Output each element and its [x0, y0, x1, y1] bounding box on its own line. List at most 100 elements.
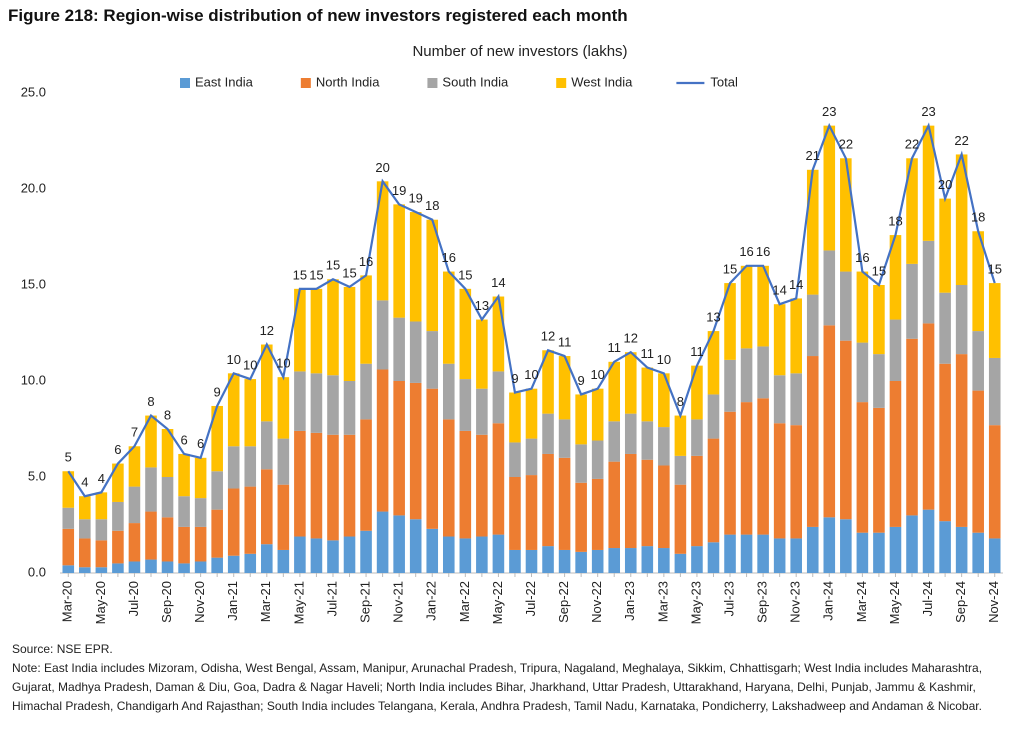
- bar-segment: [889, 381, 902, 527]
- bar-segment: [393, 381, 405, 516]
- data-label: 5: [65, 450, 72, 465]
- bar-segment: [740, 265, 753, 349]
- bar-segment: [624, 548, 637, 573]
- bar-segment: [442, 419, 455, 537]
- x-tick-label: Jan-21: [225, 581, 240, 621]
- bar-segment: [261, 344, 273, 422]
- bar-segment: [360, 530, 372, 573]
- bar-segment: [906, 263, 918, 339]
- bar-segment: [294, 371, 306, 431]
- bar-segment: [227, 446, 240, 489]
- bar-segment: [128, 523, 141, 562]
- bar-segment: [624, 352, 637, 414]
- bar-segment: [310, 288, 323, 374]
- bar-segment: [542, 453, 554, 547]
- bar-segment: [939, 198, 951, 293]
- bar-segment: [724, 411, 736, 535]
- bar-segment: [492, 423, 505, 535]
- bar-segment: [277, 484, 290, 550]
- bar-segment: [856, 342, 869, 403]
- bar-segment: [261, 421, 273, 470]
- chart: Number of new investors (lakhs) 0.0 5.0 10…: [21, 43, 1003, 624]
- x-tick-label: May-20: [93, 581, 108, 624]
- y-tick-label: 15.0: [21, 276, 46, 291]
- bar-segment: [674, 484, 687, 554]
- bar-segment: [426, 331, 439, 389]
- bar-segment: [922, 323, 935, 510]
- bar-segment: [376, 511, 389, 573]
- x-tick-label: Sep-20: [159, 581, 174, 623]
- data-label: 15: [342, 265, 356, 280]
- bar-segment: [988, 538, 1001, 573]
- bar-segment: [873, 354, 885, 408]
- bar-segment: [343, 434, 356, 537]
- bar-segment: [972, 331, 984, 391]
- bar-segment: [442, 271, 455, 364]
- bar-segment: [393, 515, 405, 573]
- x-tick-label: Nov-24: [986, 581, 1001, 623]
- bar-segment: [575, 551, 587, 573]
- bar-segment: [873, 285, 885, 355]
- bar-segment: [773, 375, 786, 424]
- bar-segment: [95, 492, 108, 520]
- x-tick-label: Mar-24: [854, 581, 869, 622]
- bar-segment: [806, 294, 819, 357]
- bar-segment: [62, 565, 75, 573]
- bar-segment: [426, 528, 439, 573]
- bar-segment: [459, 430, 472, 539]
- bar-segment: [740, 402, 753, 535]
- bar-segment: [509, 549, 521, 573]
- data-label: 18: [425, 198, 439, 213]
- bar-segment: [591, 440, 604, 479]
- data-label: 4: [81, 475, 88, 490]
- data-label: 20: [938, 177, 952, 192]
- bar-segment: [62, 471, 75, 508]
- bar-segment: [194, 498, 207, 527]
- bar-segment: [691, 455, 703, 547]
- bar-segment: [327, 434, 339, 541]
- bar-segment: [641, 367, 654, 422]
- bar-segment: [360, 275, 372, 364]
- bar-segment: [988, 283, 1001, 358]
- x-tick-label: Mar-23: [655, 581, 670, 622]
- bar-segment: [939, 521, 951, 573]
- bar-segment: [95, 567, 108, 573]
- bar-segment: [178, 526, 190, 564]
- x-tick-label: Jan-24: [821, 581, 836, 621]
- bar-segment: [79, 538, 91, 568]
- bar-segment: [409, 321, 422, 383]
- bar-segment: [856, 402, 869, 533]
- bar-segment: [806, 526, 819, 573]
- bar-segment: [492, 296, 505, 372]
- x-tick-label: May-22: [490, 581, 505, 624]
- data-label: 18: [888, 214, 902, 229]
- bar-segment: [261, 544, 273, 573]
- bar-segment: [376, 181, 389, 301]
- data-label: 10: [524, 367, 538, 382]
- x-tick-label: Jul-21: [324, 581, 339, 616]
- bar-segment: [211, 471, 223, 510]
- bar-segment: [840, 158, 852, 272]
- data-label: 11: [641, 346, 655, 361]
- x-tick-label: Nov-22: [589, 581, 604, 623]
- data-label: 10: [657, 352, 671, 367]
- bar-segment: [95, 540, 108, 568]
- data-label: 15: [872, 263, 886, 278]
- bar-segment: [310, 432, 323, 539]
- bar-segment: [840, 519, 852, 573]
- bar-segment: [194, 526, 207, 562]
- bar-segment: [476, 536, 488, 573]
- bar-segment: [327, 540, 339, 573]
- bar-segment: [128, 486, 141, 524]
- bar-segment: [591, 478, 604, 550]
- bar-segment: [691, 419, 703, 456]
- legend-swatch: [180, 78, 190, 88]
- bar-segment: [773, 304, 786, 376]
- bar-segment: [724, 283, 736, 360]
- bar-segment: [790, 373, 802, 426]
- data-label: 13: [475, 298, 489, 313]
- data-label: 18: [971, 210, 985, 225]
- x-tick-label: Jul-22: [523, 581, 538, 616]
- data-label: 15: [293, 267, 307, 282]
- bar-segment: [790, 538, 802, 573]
